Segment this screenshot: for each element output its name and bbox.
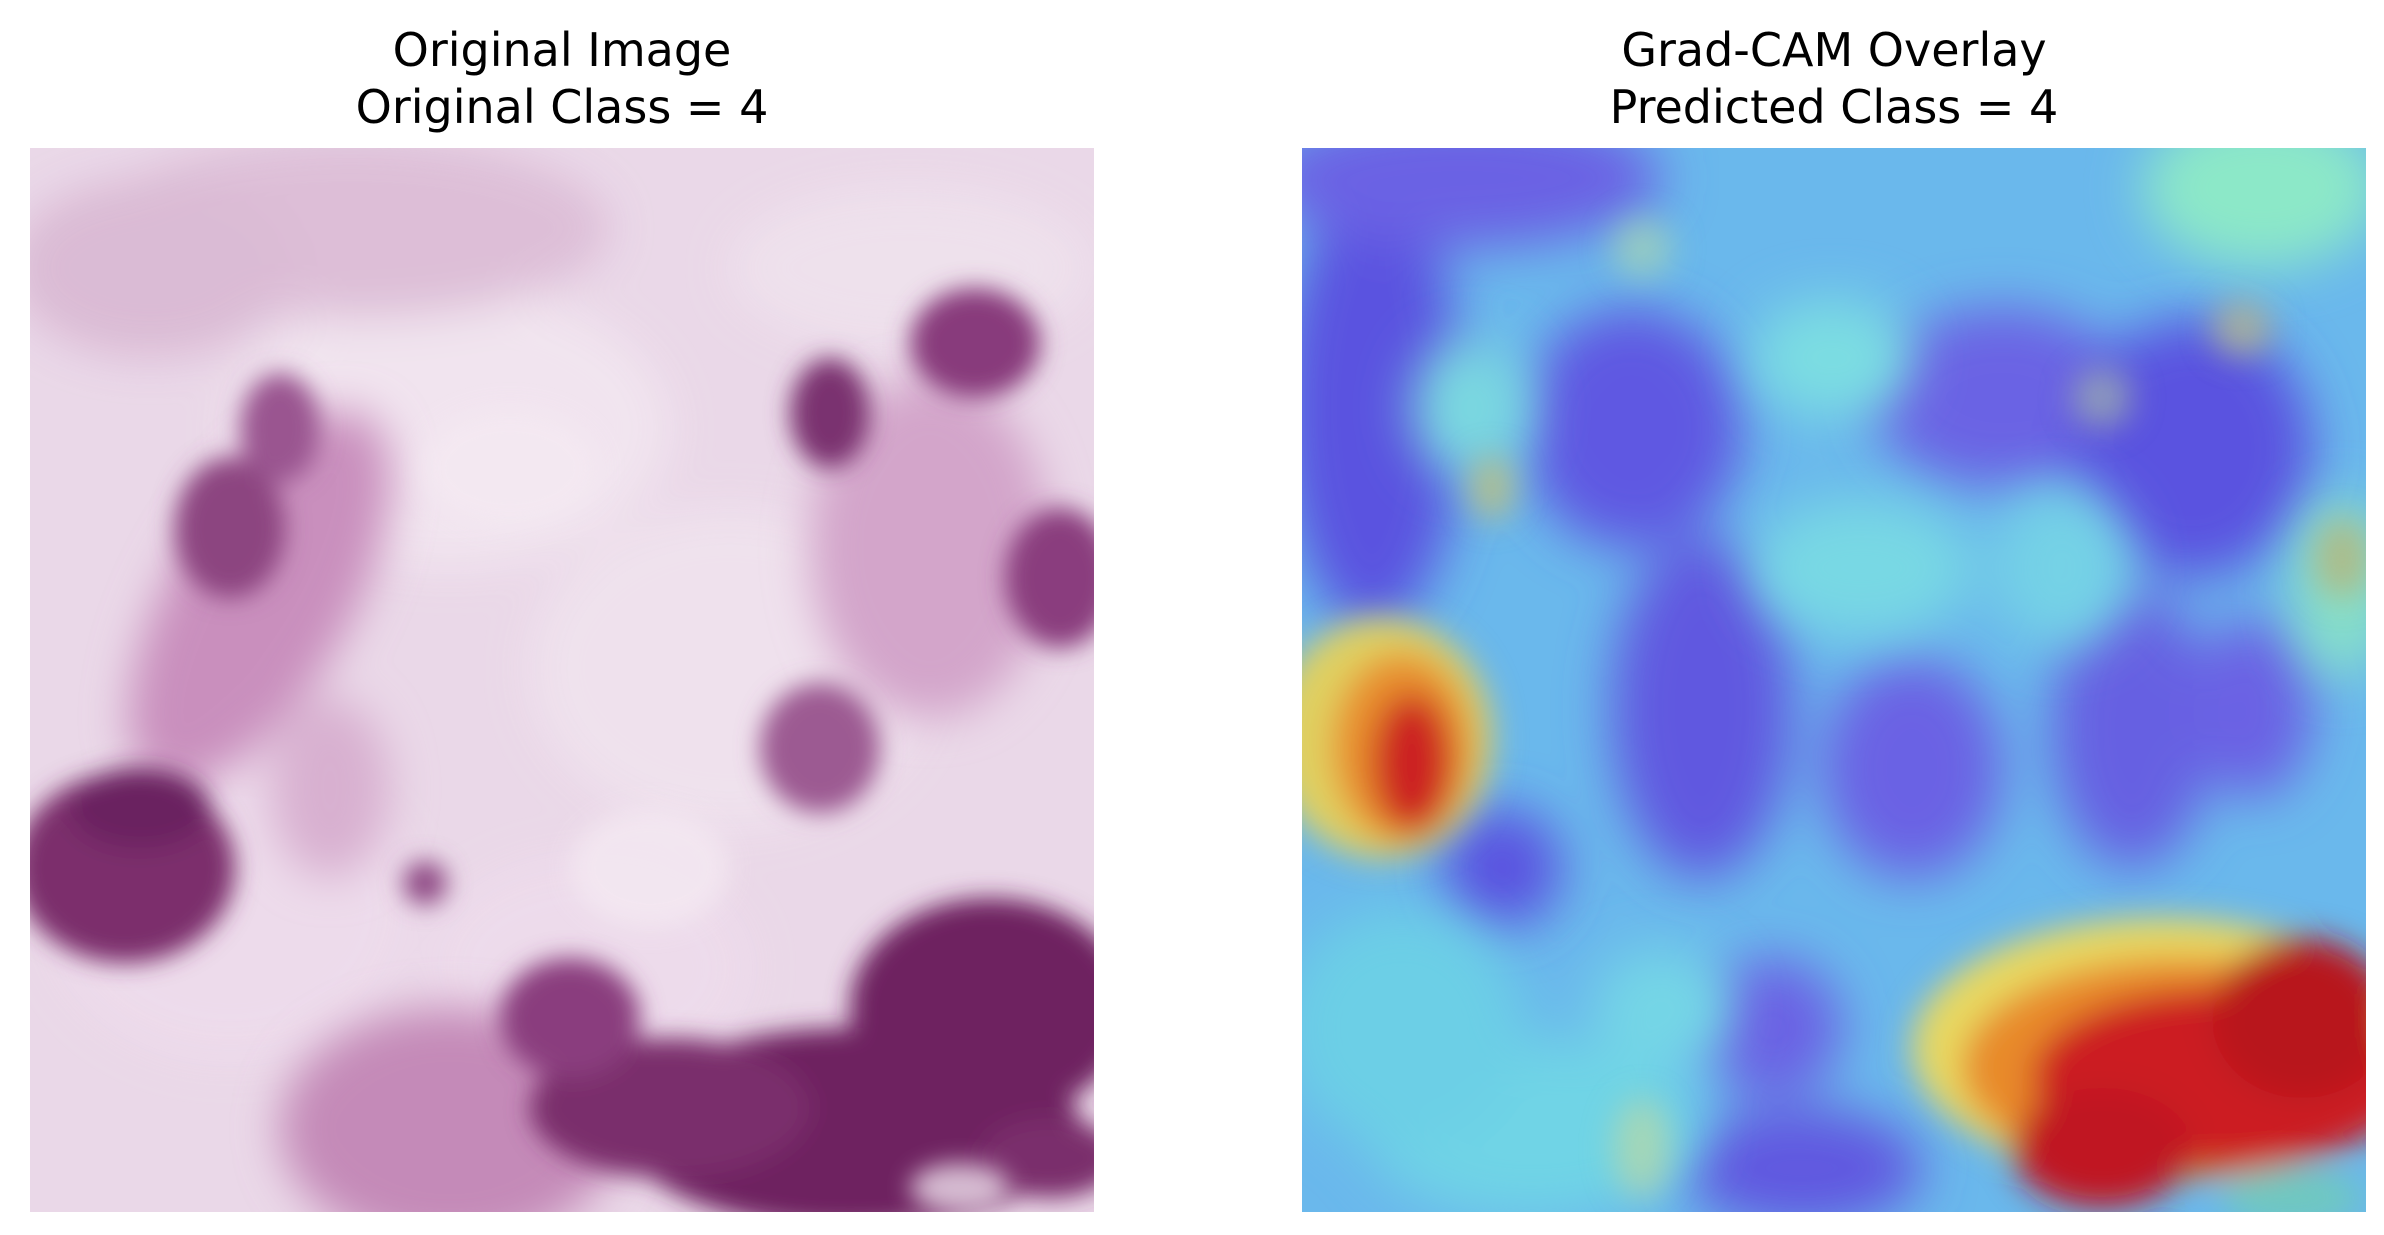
original-image-panel: Original Image Original Class = 4	[30, 0, 1094, 1235]
predicted-class-label: Predicted Class = 4	[1302, 79, 2366, 136]
gradcam-overlay-image	[1302, 148, 2366, 1212]
gradcam-overlay-title: Grad-CAM Overlay Predicted Class = 4	[1302, 22, 2366, 136]
gradcam-overlay-title-line1: Grad-CAM Overlay	[1302, 22, 2366, 79]
original-image-title: Original Image Original Class = 4	[30, 22, 1094, 136]
original-image	[30, 148, 1094, 1212]
original-image-title-line1: Original Image	[30, 22, 1094, 79]
gradcam-overlay-panel: Grad-CAM Overlay Predicted Class = 4	[1302, 0, 2366, 1235]
original-class-label: Original Class = 4	[30, 79, 1094, 136]
